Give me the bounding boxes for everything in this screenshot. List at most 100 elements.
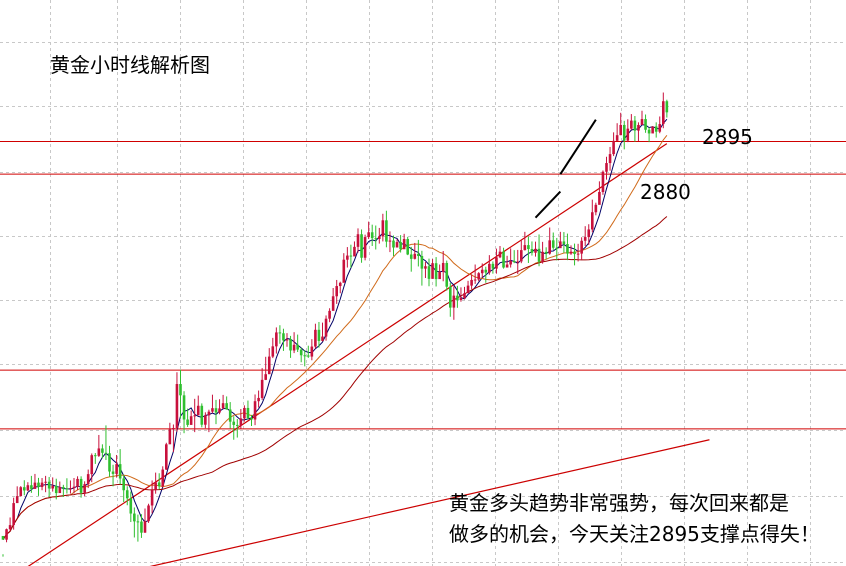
candle-136 xyxy=(484,266,488,283)
candle-114 xyxy=(406,236,409,256)
candle-171 xyxy=(608,146,612,171)
candle-175 xyxy=(622,120,626,150)
candle-34 xyxy=(122,474,125,502)
candle-61 xyxy=(218,399,221,415)
candle-11 xyxy=(40,478,44,491)
candle-76 xyxy=(271,337,275,359)
candle-body xyxy=(72,486,76,489)
candle-170 xyxy=(605,156,608,180)
candle-88 xyxy=(314,323,317,349)
candle-167 xyxy=(594,202,598,216)
candle-body xyxy=(392,240,395,248)
candle-99 xyxy=(353,241,356,257)
candle-87 xyxy=(310,339,314,361)
candle-body xyxy=(175,384,179,428)
candle-73 xyxy=(260,368,264,400)
candle-101 xyxy=(360,229,363,263)
candle-176 xyxy=(626,119,630,143)
candle-163 xyxy=(580,237,583,261)
candle-body xyxy=(207,411,211,416)
candle-137 xyxy=(488,255,491,275)
candle-body xyxy=(417,253,420,257)
candle-body xyxy=(399,242,402,250)
candle-70 xyxy=(250,414,253,427)
candle-body xyxy=(79,478,83,493)
candle-body xyxy=(196,405,200,416)
candle-body xyxy=(502,251,505,268)
candle-62 xyxy=(221,394,225,410)
candle-body xyxy=(413,253,417,259)
candle-body xyxy=(569,251,573,254)
candle-105 xyxy=(374,225,378,250)
candle-149 xyxy=(530,241,534,256)
candle-body xyxy=(136,521,140,523)
candle-body xyxy=(221,403,225,409)
chart-title: 黄金小时线解析图 xyxy=(50,53,210,77)
candle-body xyxy=(630,120,633,129)
candle-body xyxy=(147,505,150,522)
candle-body xyxy=(619,124,622,136)
candle-body xyxy=(250,418,253,420)
candle-19 xyxy=(69,480,72,494)
candle-133 xyxy=(473,264,477,284)
candle-body xyxy=(278,332,282,334)
candle-body xyxy=(331,296,335,311)
candle-body xyxy=(282,333,285,341)
candle-104 xyxy=(370,224,374,246)
candle-17 xyxy=(62,484,65,497)
candle-28 xyxy=(101,444,104,459)
candle-body xyxy=(431,263,434,279)
candle-body xyxy=(512,261,516,263)
candle-body xyxy=(275,332,278,347)
candle-body xyxy=(598,192,601,205)
candle-body xyxy=(505,264,509,268)
candle-body xyxy=(591,212,594,230)
candle-182 xyxy=(647,127,651,143)
candle-body xyxy=(537,248,541,262)
candle-body xyxy=(86,474,90,485)
candle-13 xyxy=(47,476,51,498)
candle-body xyxy=(239,418,243,426)
candle-body xyxy=(324,318,328,337)
candle-body xyxy=(5,529,8,540)
candle-body xyxy=(157,482,161,487)
candle-body xyxy=(101,448,104,453)
candle-body xyxy=(612,140,615,155)
candle-92 xyxy=(328,308,331,323)
candle-43 xyxy=(154,472,157,494)
candle-body xyxy=(1,535,5,540)
candle-body xyxy=(583,237,587,241)
candle-33 xyxy=(118,449,122,485)
candle-body xyxy=(133,513,136,522)
candle-141 xyxy=(502,247,505,269)
candle-50 xyxy=(179,369,182,419)
candle-127 xyxy=(452,286,456,320)
candle-body xyxy=(644,119,647,130)
moving-averages xyxy=(2,118,668,540)
candle-156 xyxy=(555,237,559,261)
candle-body xyxy=(122,478,125,491)
candle-body xyxy=(466,285,470,294)
candle-body xyxy=(58,486,62,494)
candle-body xyxy=(470,279,473,286)
candle-161 xyxy=(573,243,576,266)
trendlines xyxy=(27,143,710,566)
candle-body xyxy=(30,485,33,489)
candle-body xyxy=(296,344,299,350)
candle-body xyxy=(534,248,537,253)
candle-20 xyxy=(72,478,76,494)
candle-94 xyxy=(335,279,338,304)
candle-147 xyxy=(523,231,527,251)
candle-6 xyxy=(23,480,26,496)
candle-body xyxy=(69,488,72,490)
candle-body xyxy=(456,295,459,300)
candle-131 xyxy=(466,280,470,294)
candle-body xyxy=(47,481,51,489)
candle-169 xyxy=(601,170,605,195)
candle-body xyxy=(54,485,58,494)
candle-body xyxy=(594,204,598,213)
candle-body xyxy=(285,339,289,341)
candle-body xyxy=(626,128,630,141)
candle-body xyxy=(140,521,143,533)
